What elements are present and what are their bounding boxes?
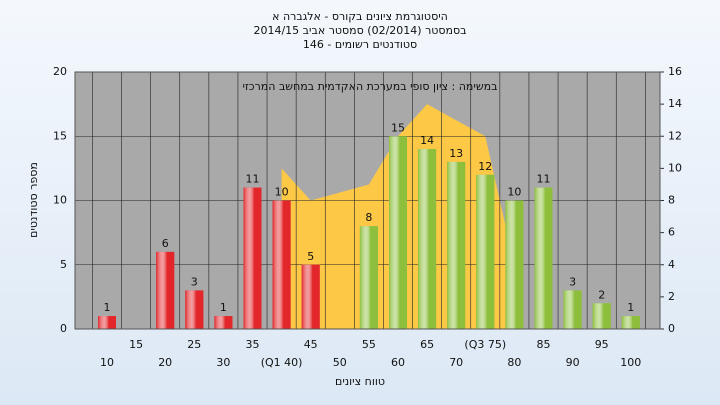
data-label: 12 — [478, 160, 492, 173]
y2-tick-label: 4 — [668, 258, 675, 271]
chart-subtitle: בסמסטר (02/2014) סמסטר אביב 2014/15 — [253, 24, 466, 37]
data-label: 15 — [391, 121, 405, 134]
y-tick-label: 0 — [60, 322, 67, 335]
x-tick-label: 70 — [449, 356, 463, 369]
bar-shine — [476, 174, 495, 329]
x-tick-label: 60 — [391, 356, 405, 369]
bar-shine — [389, 136, 407, 329]
data-label: 1 — [220, 301, 227, 314]
x-tick-label: 50 — [333, 356, 347, 369]
bar-shine — [621, 316, 640, 329]
y-tick-label: 15 — [53, 129, 67, 142]
data-label: 11 — [246, 173, 260, 186]
data-label: 1 — [104, 301, 111, 314]
y2-tick-label: 16 — [668, 65, 682, 78]
x-tick-label: (Q3 75) — [464, 338, 506, 351]
data-label: 14 — [420, 134, 434, 147]
x-tick-label: 95 — [595, 338, 609, 351]
bar-shine — [156, 251, 175, 329]
bar-shine — [185, 290, 204, 329]
y2-tick-label: 2 — [668, 290, 675, 303]
y2-tick-label: 12 — [668, 129, 682, 142]
y-tick-label: 20 — [53, 65, 67, 78]
plot-border — [74, 71, 661, 330]
x-tick-label: 45 — [304, 338, 318, 351]
data-label: 3 — [191, 275, 198, 288]
x-tick-label: 15 — [129, 338, 143, 351]
x-tick-label: 25 — [187, 338, 201, 351]
y-tick-label: 10 — [53, 194, 67, 207]
bar-shine — [418, 149, 437, 329]
data-label: 6 — [162, 237, 169, 250]
bar-shine — [214, 316, 233, 329]
y2-tick-label: 10 — [668, 161, 682, 174]
y2-tick-label: 8 — [668, 194, 675, 207]
bar-shine — [534, 187, 553, 329]
bar-shine — [505, 200, 524, 329]
data-label: 13 — [449, 147, 463, 160]
y-tick-label: 5 — [60, 258, 67, 271]
bar-shine — [301, 264, 320, 329]
annotation: במשימה : ציון סופי במערכת האקדמית במחשב … — [243, 80, 498, 93]
x-tick-label: 20 — [158, 356, 172, 369]
x-axis-title: טווח ציונים — [335, 375, 385, 388]
x-tick-label: 85 — [537, 338, 551, 351]
y2-tick-label: 14 — [668, 97, 682, 110]
data-label: 10 — [275, 186, 289, 199]
data-label: 11 — [537, 173, 551, 186]
data-label: 8 — [365, 211, 372, 224]
x-tick-label: 35 — [246, 338, 260, 351]
y2-tick-label: 0 — [668, 322, 675, 335]
y-axis-title: מספר סטודנטים — [27, 162, 40, 238]
bar-shine — [243, 187, 262, 329]
x-tick-label: 100 — [620, 356, 641, 369]
x-tick-label: 55 — [362, 338, 376, 351]
x-tick-label: 65 — [420, 338, 434, 351]
x-tick-label: 30 — [216, 356, 230, 369]
bar-shine — [592, 303, 611, 329]
x-tick-label: 10 — [100, 356, 114, 369]
data-label: 3 — [569, 275, 576, 288]
chart-title: היסטוגרמת ציונים בקורס - אלגברה א — [272, 10, 448, 23]
data-label: 1 — [627, 301, 634, 314]
data-label: 2 — [598, 288, 605, 301]
bar-shine — [359, 226, 378, 329]
y2-tick-label: 6 — [668, 226, 675, 239]
data-label: 10 — [507, 186, 521, 199]
chart-subtitle: סטודנטים רשומים - 146 — [303, 38, 417, 51]
bar-shine — [272, 200, 291, 329]
bar-shine — [563, 290, 582, 329]
bar-shine — [447, 161, 466, 329]
x-tick-label: 90 — [566, 356, 580, 369]
x-tick-label: 80 — [507, 356, 521, 369]
bar-shine — [98, 316, 116, 329]
x-tick-label: (Q1 40) — [261, 356, 303, 369]
data-label: 5 — [307, 250, 314, 263]
